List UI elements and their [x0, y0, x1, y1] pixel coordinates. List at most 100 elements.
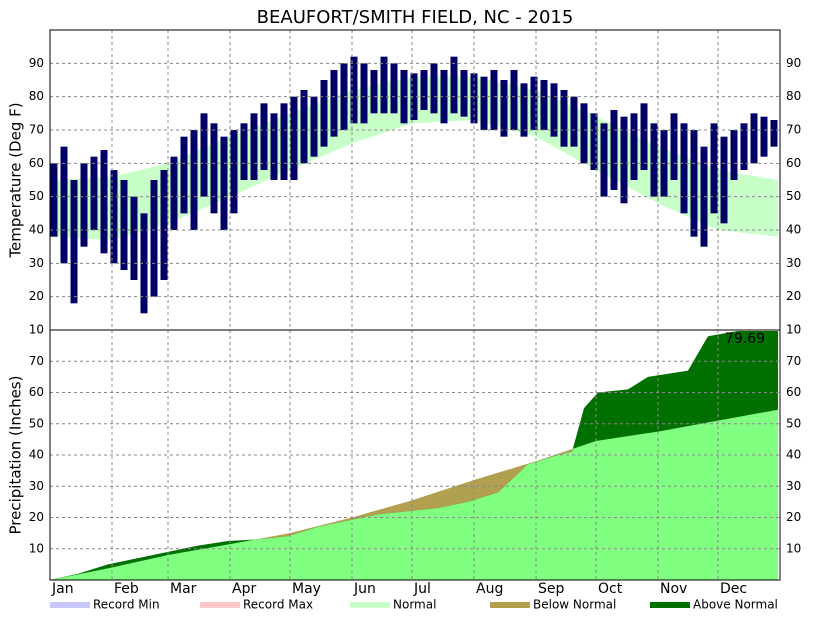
- y-tick-label: 10: [29, 541, 44, 555]
- temperature-bar: [590, 113, 598, 170]
- temperature-bar: [330, 70, 338, 137]
- temperature-bar: [70, 180, 78, 304]
- legend-swatch: [650, 602, 690, 608]
- legend-swatch: [200, 602, 240, 608]
- temperature-bar: [220, 136, 228, 230]
- temperature-bar: [640, 103, 648, 170]
- temperature-bar: [570, 96, 578, 147]
- x-tick-label: Oct: [598, 581, 623, 597]
- temperature-bar: [650, 123, 658, 197]
- temperature-bar: [370, 70, 378, 114]
- temperature-bar: [600, 123, 608, 197]
- temperature-bar: [240, 123, 248, 180]
- temperature-bar: [610, 110, 618, 190]
- y-tick-label: 70: [29, 354, 44, 368]
- x-tick-label: Jan: [51, 581, 74, 597]
- temperature-bar: [210, 123, 218, 214]
- legend-swatch: [350, 602, 390, 608]
- temperature-bar: [320, 80, 328, 147]
- total-label: 79.69: [725, 331, 765, 347]
- y2-tick-label: 90: [786, 56, 801, 70]
- temperature-bar: [140, 213, 148, 314]
- temperature-bar: [480, 76, 488, 130]
- x-tick-label: Feb: [114, 581, 139, 597]
- temperature-bar: [500, 80, 508, 137]
- temperature-bar: [150, 180, 158, 297]
- legend-label: Record Min: [93, 598, 160, 612]
- temperature-bar: [120, 180, 128, 270]
- y2-tick-label: 40: [786, 448, 801, 462]
- x-tick-label: May: [292, 581, 321, 597]
- temperature-bar: [540, 80, 548, 130]
- plot-layer: [50, 56, 778, 314]
- temperature-bar: [750, 113, 758, 164]
- y-axis-title: Temperature (Deg F): [7, 102, 25, 258]
- temperature-bar: [440, 70, 448, 124]
- temperature-bar: [300, 90, 308, 164]
- y-tick-label: 70: [29, 123, 44, 137]
- y-tick-label: 30: [29, 479, 44, 493]
- temperature-bar: [90, 156, 98, 230]
- temperature-bar: [730, 130, 738, 180]
- temperature-bar: [290, 96, 298, 180]
- y-tick-label: 60: [29, 385, 44, 399]
- plot-layer: Record Min Record Max Normal Below Normal Ab…: [50, 330, 778, 612]
- temperature-bar: [770, 120, 778, 147]
- temperature-bar: [740, 123, 748, 170]
- temperature-bar: [630, 113, 638, 180]
- y2-tick-label: 50: [786, 189, 801, 203]
- temperature-bar: [100, 150, 108, 254]
- temperature-bar: [180, 136, 188, 214]
- x-tick-label: Nov: [660, 581, 687, 597]
- y-axis-title: Precipitation (Inches): [7, 376, 25, 535]
- temperature-bar: [380, 56, 388, 114]
- temperature-bar: [560, 90, 568, 147]
- temperature-bar: [60, 146, 68, 264]
- temperature-bar: [200, 113, 208, 197]
- temperature-bar: [690, 130, 698, 237]
- temperature-bar: [550, 83, 558, 137]
- temperature-bar: [130, 196, 138, 280]
- temperature-bar: [520, 83, 528, 137]
- temperature-bar: [80, 163, 88, 247]
- temperature-bar: [510, 70, 518, 130]
- temperature-bar: [430, 63, 438, 114]
- temperature-bar: [670, 113, 678, 180]
- x-tick-label: Sep: [538, 581, 565, 597]
- y2-tick-label: 80: [786, 89, 801, 103]
- temperature-bar: [710, 123, 718, 214]
- x-tick-label: Jun: [353, 581, 376, 597]
- temperature-bar: [760, 116, 768, 157]
- y-tick-label: 20: [29, 289, 44, 303]
- temperature-bar: [580, 103, 588, 164]
- legend-label: Normal: [393, 598, 436, 612]
- y2-tick-label: 10: [786, 323, 801, 337]
- y2-tick-label: 70: [786, 123, 801, 137]
- y2-tick-label: 70: [786, 354, 801, 368]
- temperature-bar: [490, 70, 498, 130]
- y-tick-label: 80: [29, 89, 44, 103]
- legend-swatch: [50, 602, 90, 608]
- x-tick-label: Mar: [170, 581, 197, 597]
- y2-tick-label: 20: [786, 510, 801, 524]
- legend-label: Below Normal: [533, 598, 616, 612]
- temperature-bar: [420, 70, 428, 110]
- chart-title: BEAUFORT/SMITH FIELD, NC - 2015: [257, 7, 574, 28]
- y2-tick-label: 60: [786, 156, 801, 170]
- temperature-bar: [230, 130, 238, 214]
- legend-label: Record Max: [243, 598, 313, 612]
- temperature-bar: [160, 170, 168, 280]
- temperature-bar: [720, 136, 728, 224]
- temperature-bar: [310, 96, 318, 157]
- temperature-bar: [360, 63, 368, 124]
- y-tick-label: 40: [29, 448, 44, 462]
- x-tick-label: Dec: [720, 581, 747, 597]
- temperature-bar: [170, 156, 178, 230]
- y2-tick-label: 40: [786, 223, 801, 237]
- y2-tick-label: 20: [786, 289, 801, 303]
- temperature-bar: [270, 113, 278, 180]
- y-tick-label: 10: [29, 323, 44, 337]
- y2-tick-label: 10: [786, 541, 801, 555]
- temperature-bar: [390, 63, 398, 114]
